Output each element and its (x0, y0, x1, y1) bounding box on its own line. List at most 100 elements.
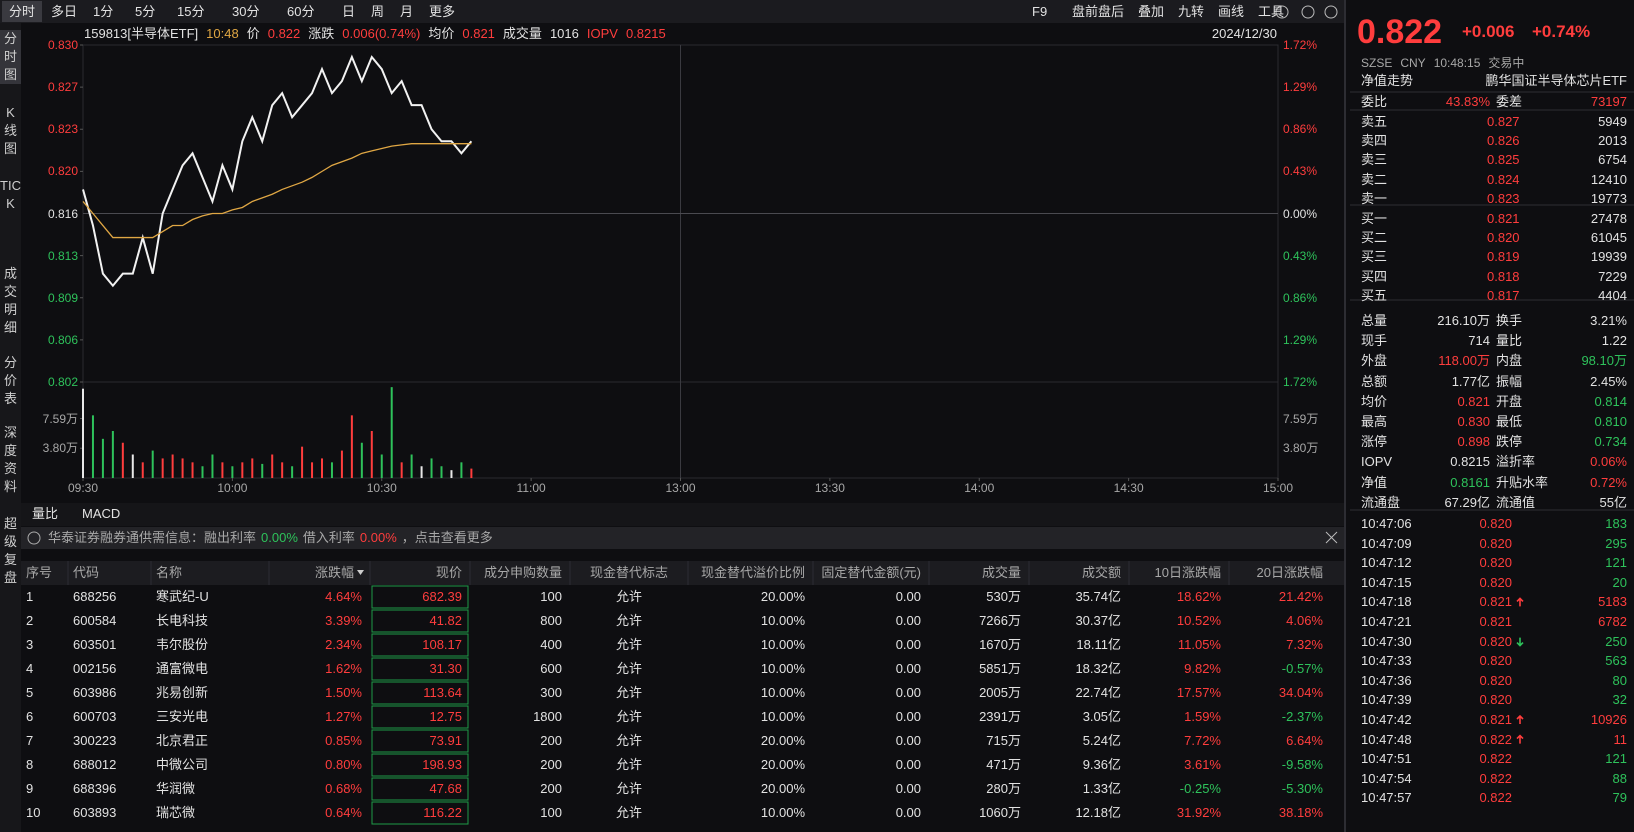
side-tab-bg (0, 23, 21, 832)
volume-bar (251, 458, 254, 478)
table-cell: 600 (540, 661, 562, 676)
toolbar-tab[interactable]: 分时 (9, 4, 36, 19)
volume-bar (111, 431, 114, 478)
table-cell: 73.91 (429, 733, 462, 748)
stat-label: IOPV (1361, 454, 1393, 470)
trade-price: 0.821 (1479, 712, 1512, 727)
side-tab[interactable]: TICK (0, 178, 21, 211)
volume-bar (370, 431, 373, 478)
toolbar-tab[interactable]: 1分 (93, 4, 114, 19)
side-tab[interactable]: K线图 (3, 105, 17, 156)
indicator-tab[interactable]: MACD (82, 506, 121, 521)
y-tick-label: 0.830 (47, 38, 78, 52)
side-tab[interactable]: 分时图 (0, 30, 21, 84)
volume-bar (460, 462, 463, 478)
stat-value: 1.22 (1601, 333, 1627, 349)
table-cell: 7266万 (979, 613, 1021, 628)
table-header: 20日涨跌幅 (1256, 565, 1323, 580)
table-cell: 800 (540, 613, 562, 628)
table-cell: 688012 (73, 757, 117, 772)
x-tick-label: 09:30 (67, 481, 99, 495)
volume-bar (82, 388, 84, 478)
quote-time: 10:48:15 (1433, 56, 1481, 70)
trade-time: 10:47:06 (1361, 516, 1412, 531)
volume-bar (321, 458, 323, 478)
trade-volume: 183 (1605, 516, 1627, 531)
stat-label: 跌停 (1496, 434, 1523, 450)
table-cell: 3.05亿 (1082, 709, 1121, 724)
toolbar-tab[interactable]: 日 (342, 4, 356, 19)
trade-price: 0.821 (1479, 614, 1512, 629)
toolbar-tab[interactable]: 月 (400, 4, 414, 19)
stat-value: 118.00万 (1438, 353, 1490, 369)
table-cell: 1.27% (325, 709, 362, 724)
side-tab[interactable]: 深度资料 (3, 425, 17, 494)
table-cell: 9.82% (1184, 661, 1221, 676)
stat-label: 换手 (1496, 313, 1523, 328)
ask-volume: 12410 (1590, 171, 1627, 187)
toolbar-tab[interactable]: 15分 (177, 4, 205, 19)
volume-bar (231, 466, 234, 478)
info-code: 159813[半导体ETF] (84, 26, 199, 41)
toolbar-tool[interactable]: 画线 (1218, 4, 1245, 19)
table-cell: 8 (26, 757, 34, 772)
side-tab[interactable]: 分价表 (3, 355, 17, 406)
nav-link[interactable]: 净值走势 (1361, 73, 1414, 88)
toolbar-tab[interactable]: 周 (371, 4, 385, 19)
table-cell: 2.34% (325, 637, 362, 652)
trade-price: 0.822 (1479, 731, 1512, 747)
table-cell: 允许 (615, 589, 642, 604)
bid-volume: 27478 (1590, 211, 1627, 226)
volume-bar (440, 466, 443, 478)
table-cell: 允许 (615, 685, 642, 700)
trade-price: 0.820 (1479, 653, 1512, 669)
bid-volume: 4404 (1598, 287, 1627, 303)
toolbar-tab[interactable]: 60分 (287, 4, 315, 19)
table-cell: 0.00 (895, 661, 921, 676)
stat-value: 3.21% (1590, 313, 1627, 328)
quote-change: +0.006 (1462, 22, 1515, 41)
toolbar-tab[interactable]: 30分 (232, 4, 260, 19)
toolbar-tool[interactable]: 盘前盘后 (1072, 4, 1125, 19)
toolbar-tab[interactable]: 5分 (135, 4, 156, 19)
info-avg: 0.821 (462, 26, 495, 41)
toolbar-tool[interactable]: 工具 (1258, 4, 1285, 19)
toolbar-tool[interactable]: 叠加 (1138, 4, 1165, 19)
table-cell: 0.00 (895, 733, 921, 748)
toolbar-icon (1301, 5, 1315, 19)
table-cell: 允许 (615, 805, 642, 820)
volume-bar (121, 442, 124, 478)
bid-volume: 7229 (1598, 268, 1627, 284)
table-cell: 允许 (615, 637, 642, 652)
table-cell: 300 (540, 685, 562, 700)
volume-bar (241, 462, 244, 478)
table-cell: 6.64% (1286, 733, 1323, 748)
info-iopv: 0.8215 (625, 26, 666, 41)
book-label: 委比 (1361, 94, 1388, 109)
table-cell: 18.62% (1176, 589, 1221, 604)
table-cell: 6 (26, 709, 34, 724)
price-box (371, 705, 469, 729)
trade-arrow (1516, 597, 1524, 607)
toolbar-tool[interactable]: F9 (1032, 4, 1048, 19)
trade-arrow (1516, 637, 1524, 647)
trade-price: 0.820 (1479, 633, 1512, 649)
toolbar-tool[interactable]: 九转 (1178, 4, 1205, 19)
table-cell: 603501 (73, 637, 117, 652)
stat-value: 0.8215 (1450, 454, 1490, 470)
price-box (371, 801, 469, 825)
table-cell: 18.11亿 (1076, 637, 1121, 652)
table-cell: 20.00% (760, 781, 805, 796)
table-cell: 280万 (986, 781, 1021, 796)
table-cell: 3.39% (325, 613, 362, 628)
side-tab[interactable]: 成交明细 (3, 266, 17, 335)
toolbar-tab[interactable]: 更多 (429, 4, 456, 19)
side-tab[interactable]: 超级复盘 (3, 516, 17, 585)
bid-label: 买三 (1361, 249, 1388, 265)
indicator-tab[interactable]: 量比 (32, 506, 59, 521)
pct-tick-label: 1.72% (1283, 38, 1318, 52)
volume-bar (330, 462, 333, 478)
table-cell: 0.64% (325, 805, 362, 820)
price-box (371, 585, 469, 609)
toolbar-tab[interactable]: 多日 (51, 4, 78, 19)
